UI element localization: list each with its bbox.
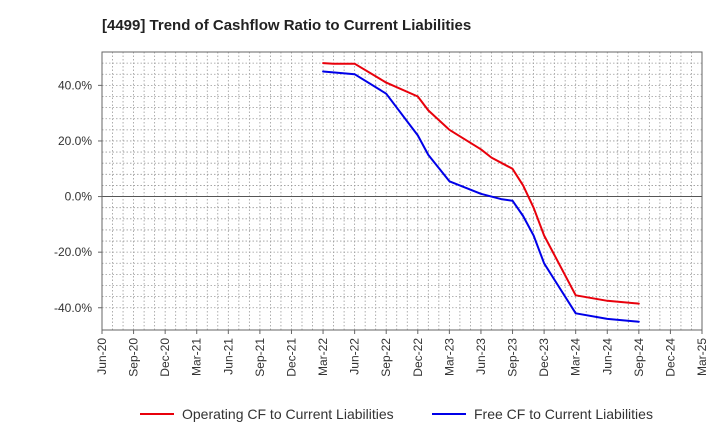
x-tick-label: Jun-22 [348,338,362,375]
x-tick-label: Sep-22 [379,338,393,377]
legend-label-1: Operating CF to Current Liabilities [182,406,394,422]
y-axis-ticks: -40.0% -20.0% 0.0% 20.0% 40.0% [54,78,102,315]
plot-frame [101,51,703,331]
x-tick-label: Mar-21 [190,338,204,376]
x-tick-label: Sep-21 [253,338,267,377]
series-line-1 [322,62,640,305]
x-tick-label: Jun-21 [221,338,235,375]
x-tick-label: Dec-20 [158,338,172,377]
y-tick-label: -40.0% [54,301,92,315]
y-tick-label: 20.0% [58,134,92,148]
x-axis-ticks: Jun-20 Sep-20 Dec-20 Mar-21 Jun-21 Sep-21 Dec-… [95,330,709,377]
y-tick-label: -20.0% [54,245,92,259]
x-tick-label: Jun-23 [474,338,488,375]
x-tick-label: Dec-23 [537,338,551,377]
series-line-2 [322,70,640,323]
legend: Operating CF to Current Liabilities Free … [140,406,653,422]
x-tick-label: Mar-23 [442,338,456,376]
y-tick-label: 40.0% [58,78,92,92]
x-tick-label: Dec-24 [663,338,677,377]
y-tick-label: 0.0% [65,190,93,204]
series-layer [322,62,640,323]
x-tick-label: Mar-22 [316,338,330,376]
grid [102,52,702,330]
x-tick-label: Jun-24 [600,338,614,375]
x-tick-label: Dec-22 [411,338,425,377]
x-tick-label: Mar-24 [569,338,583,376]
legend-label-2: Free CF to Current Liabilities [474,406,653,422]
x-tick-label: Jun-20 [95,338,109,375]
x-tick-label: Sep-20 [127,338,141,377]
x-tick-label: Sep-23 [506,338,520,377]
x-tick-label: Dec-21 [284,338,298,377]
x-tick-label: Mar-25 [695,338,709,376]
chart-title: [4499] Trend of Cashflow Ratio to Curren… [102,17,471,34]
x-tick-label: Sep-24 [632,338,646,377]
